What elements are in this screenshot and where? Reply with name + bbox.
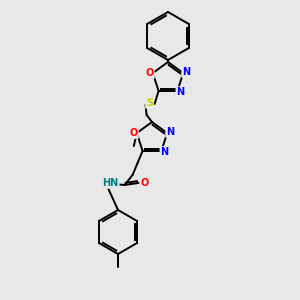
Text: N: N xyxy=(166,127,174,137)
Text: N: N xyxy=(182,67,190,77)
Text: O: O xyxy=(130,128,138,138)
Text: HN: HN xyxy=(103,178,119,188)
Text: O: O xyxy=(140,178,149,188)
Text: O: O xyxy=(146,68,154,78)
Text: S: S xyxy=(146,98,153,108)
Text: N: N xyxy=(176,87,184,97)
Text: N: N xyxy=(160,147,169,157)
